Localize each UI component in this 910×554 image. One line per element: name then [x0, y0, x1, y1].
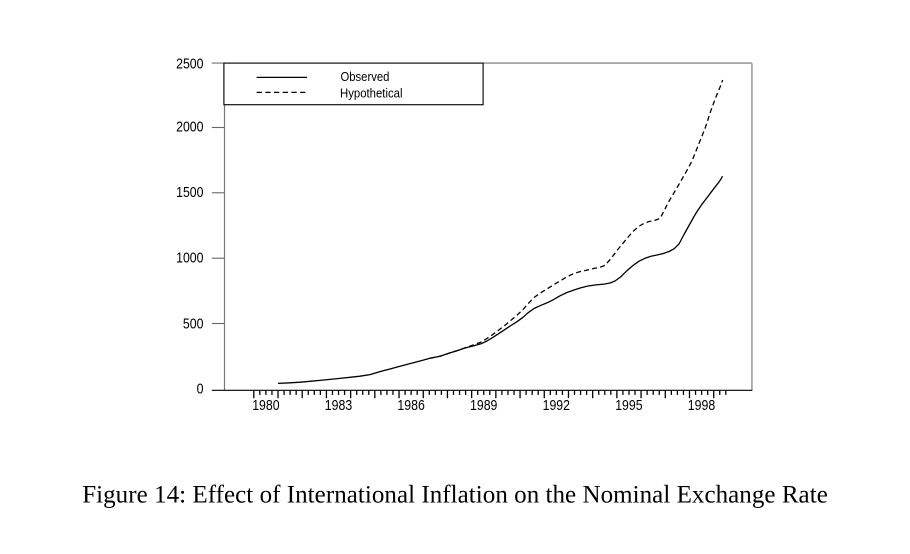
- svg-text:1000: 1000: [176, 249, 203, 266]
- svg-text:1500: 1500: [176, 184, 203, 201]
- svg-text:1980: 1980: [252, 397, 279, 414]
- svg-text:0: 0: [197, 380, 204, 397]
- svg-text:1989: 1989: [470, 397, 497, 414]
- svg-text:Observed: Observed: [341, 69, 390, 84]
- svg-text:Figure 14: Effect of Internati: Figure 14: Effect of International Infla…: [82, 482, 828, 509]
- svg-text:1998: 1998: [688, 397, 715, 414]
- svg-text:500: 500: [183, 315, 204, 332]
- svg-text:2000: 2000: [176, 119, 203, 136]
- svg-text:1983: 1983: [325, 397, 352, 414]
- svg-text:1995: 1995: [615, 397, 642, 414]
- svg-text:1992: 1992: [543, 397, 570, 414]
- svg-text:1986: 1986: [397, 397, 424, 414]
- svg-text:Hypothetical: Hypothetical: [340, 86, 403, 101]
- svg-text:2500: 2500: [176, 55, 203, 72]
